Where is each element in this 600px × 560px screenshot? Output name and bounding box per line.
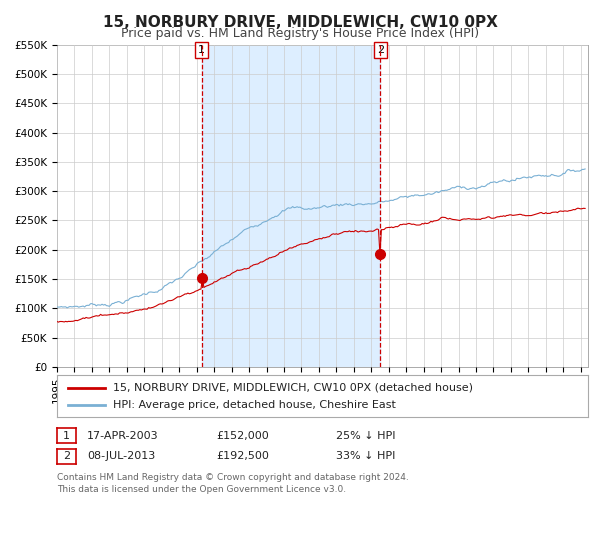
Text: 1: 1 xyxy=(198,45,205,55)
Text: 2: 2 xyxy=(377,45,384,55)
Text: 17-APR-2003: 17-APR-2003 xyxy=(87,431,158,441)
Text: 08-JUL-2013: 08-JUL-2013 xyxy=(87,451,155,461)
Text: HPI: Average price, detached house, Cheshire East: HPI: Average price, detached house, Ches… xyxy=(113,400,395,410)
Text: 33% ↓ HPI: 33% ↓ HPI xyxy=(336,451,395,461)
Text: 1: 1 xyxy=(63,431,70,441)
Text: £152,000: £152,000 xyxy=(216,431,269,441)
Text: This data is licensed under the Open Government Licence v3.0.: This data is licensed under the Open Gov… xyxy=(57,485,346,494)
Text: 15, NORBURY DRIVE, MIDDLEWICH, CW10 0PX (detached house): 15, NORBURY DRIVE, MIDDLEWICH, CW10 0PX … xyxy=(113,383,473,393)
Text: 2: 2 xyxy=(63,451,70,461)
Text: £192,500: £192,500 xyxy=(216,451,269,461)
Text: Price paid vs. HM Land Registry's House Price Index (HPI): Price paid vs. HM Land Registry's House … xyxy=(121,27,479,40)
Text: 25% ↓ HPI: 25% ↓ HPI xyxy=(336,431,395,441)
Text: Contains HM Land Registry data © Crown copyright and database right 2024.: Contains HM Land Registry data © Crown c… xyxy=(57,473,409,482)
Bar xyxy=(202,45,380,367)
Text: 15, NORBURY DRIVE, MIDDLEWICH, CW10 0PX: 15, NORBURY DRIVE, MIDDLEWICH, CW10 0PX xyxy=(103,15,497,30)
